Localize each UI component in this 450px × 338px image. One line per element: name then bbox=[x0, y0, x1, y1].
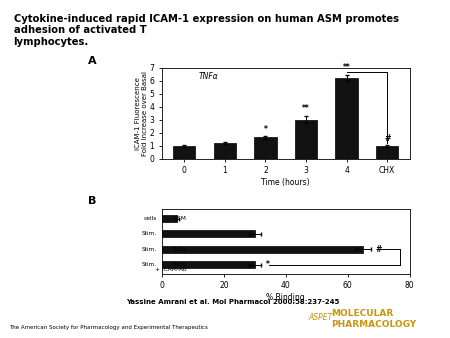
Bar bbox=[335, 78, 358, 159]
Text: -: - bbox=[184, 232, 187, 236]
Bar bbox=[162, 246, 363, 253]
Text: #: # bbox=[384, 134, 390, 143]
X-axis label: % Binding: % Binding bbox=[266, 293, 305, 302]
Text: cells: cells bbox=[144, 216, 157, 221]
Y-axis label: ICAM-1 Fluorescence
Fold Increase over Basal: ICAM-1 Fluorescence Fold Increase over B… bbox=[135, 71, 148, 156]
Text: + ICAM-Ab: + ICAM-Ab bbox=[155, 267, 187, 272]
X-axis label: Time (hours): Time (hours) bbox=[261, 178, 310, 187]
Text: TNFα: TNFα bbox=[199, 72, 219, 80]
Bar bbox=[173, 146, 195, 159]
Text: #: # bbox=[375, 245, 382, 254]
Text: ASM: ASM bbox=[174, 216, 187, 221]
Text: Stim.: Stim. bbox=[142, 247, 157, 252]
Bar bbox=[162, 261, 255, 268]
Text: B: B bbox=[88, 196, 96, 206]
Text: *: * bbox=[266, 260, 270, 269]
Text: Yassine Amrani et al. Mol Pharmacol 2000;58:237-245: Yassine Amrani et al. Mol Pharmacol 2000… bbox=[126, 299, 339, 305]
Text: Stim.: Stim. bbox=[142, 262, 157, 267]
Text: *: * bbox=[264, 125, 267, 134]
Text: A: A bbox=[88, 56, 96, 66]
Text: TNFα: TNFα bbox=[171, 262, 187, 267]
Bar bbox=[376, 146, 398, 159]
Bar bbox=[214, 143, 236, 159]
Text: MOLECULAR
PHARMACOLOGY: MOLECULAR PHARMACOLOGY bbox=[331, 309, 416, 329]
Bar bbox=[295, 120, 317, 159]
Bar bbox=[254, 137, 277, 159]
Text: The American Society for Pharmacology and Experimental Therapeutics: The American Society for Pharmacology an… bbox=[9, 324, 208, 330]
Text: Stim.: Stim. bbox=[142, 232, 157, 236]
Text: TNFα: TNFα bbox=[171, 247, 187, 252]
Text: **: ** bbox=[302, 104, 310, 113]
Bar bbox=[162, 231, 255, 237]
Text: Cytokine-induced rapid ICAM-1 expression on human ASM promotes adhesion of activ: Cytokine-induced rapid ICAM-1 expression… bbox=[14, 14, 399, 47]
Text: ASPET: ASPET bbox=[308, 313, 333, 322]
Text: **: ** bbox=[343, 63, 351, 72]
Bar bbox=[162, 215, 177, 222]
